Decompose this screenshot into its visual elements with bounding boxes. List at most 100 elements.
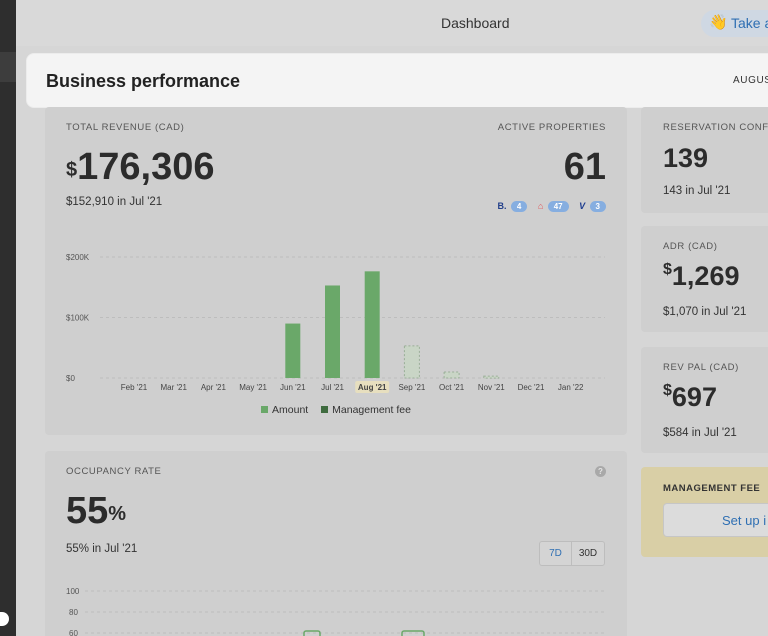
revenue-label: TOTAL REVENUE (CAD) (66, 122, 185, 133)
revpal-previous-suffix: in Jul '21 (691, 427, 737, 439)
occupancy-label: OCCUPANCY RATE (66, 466, 162, 477)
chart-xtick-label: Apr '21 (201, 383, 227, 392)
chart-xtick-label: May '21 (239, 383, 267, 392)
reservations-previous-suffix: in Jul '21 (685, 185, 731, 197)
revenue-value: $176,306 (66, 145, 215, 189)
range-toggle: 7D 30D (539, 541, 605, 566)
section-title: Business performance (46, 71, 241, 91)
setup-management-fee-button[interactable]: Set up i (663, 503, 768, 537)
setup-button-label: Set up i (722, 513, 767, 528)
occupancy-ytick: 80 (69, 608, 78, 617)
revenue-previous-suffix: in Jul '21 (117, 196, 163, 208)
reservations-value: 139 (663, 143, 709, 173)
chart-bar[interactable] (443, 371, 460, 379)
legend-management-fee-label: Management fee (332, 404, 411, 416)
chart-ytick-label: $0 (66, 374, 75, 383)
help-icon[interactable]: ? (595, 466, 606, 477)
tour-button-label: Take a (731, 15, 768, 31)
chart-xtick-label: Feb '21 (121, 383, 148, 392)
revenue-amount: 176,306 (77, 146, 215, 188)
adr-card: ADR (CAD) $1,269 $1,070 in Jul '21 (641, 226, 768, 332)
revpal-amount: 697 (671, 382, 717, 412)
period-selector[interactable]: AUGUS (733, 75, 768, 86)
chart-legend: Amount Management fee (45, 404, 627, 416)
page-title: Dashboard (441, 15, 510, 31)
active-properties-label: ACTIVE PROPERTIES (497, 122, 606, 133)
revpal-previous: $584 in Jul '21 (663, 427, 737, 439)
reservations-label: RESERVATION CONF (663, 122, 768, 133)
reservations-previous-value: 143 (663, 185, 683, 197)
range-30d-button[interactable]: 30D (578, 548, 598, 559)
chart-xtick-label: Aug '21 (358, 383, 387, 392)
occupancy-point (303, 630, 321, 636)
take-a-tour-button[interactable]: 👋 Take a (701, 10, 768, 37)
adr-previous: $1,070 in Jul '21 (663, 306, 746, 318)
revpal-card: REV PAL (CAD) $697 $584 in Jul '21 (641, 347, 768, 453)
occupancy-previous: 55% in Jul '21 (66, 543, 137, 555)
legend-amount[interactable]: Amount (261, 404, 311, 416)
reservations-card: RESERVATION CONF 139 143 in Jul '21 (641, 107, 768, 213)
chart-xtick-label: Nov '21 (478, 383, 505, 392)
revpal-currency: $ (663, 382, 672, 399)
chart-bar[interactable] (325, 285, 340, 378)
occupancy-previous-suffix: in Jul '21 (92, 543, 138, 555)
vrbo-icon: V (579, 201, 586, 211)
chart-bar[interactable] (285, 323, 301, 378)
chart-xtick-label: Jul '21 (321, 383, 344, 392)
top-bar: Dashboard 👋 Take a (16, 0, 768, 46)
chart-highlight-marker (355, 381, 390, 393)
legend-amount-label: Amount (272, 404, 309, 416)
legend-amount-swatch (261, 406, 269, 413)
chart-xtick-label: Dec '21 (518, 383, 545, 392)
occupancy-value: 55% (66, 489, 126, 533)
revpal-value: $697 (663, 382, 717, 413)
active-properties-value: 61 (563, 146, 606, 188)
occupancy-number: 55 (66, 490, 109, 532)
booking-icon: B. (497, 201, 507, 211)
sidebar-active-item[interactable] (0, 52, 16, 82)
chart-bar[interactable] (403, 345, 420, 379)
chart-xtick-label: Oct '21 (439, 383, 465, 392)
occupancy-point (401, 630, 425, 636)
chart-xtick-label: Jan '22 (558, 383, 584, 392)
airbnb-count-badge: 47 (547, 201, 569, 212)
business-performance-header: Business performance AUGUS (26, 53, 768, 108)
revenue-previous-value: $152,910 (66, 196, 114, 208)
occupancy-previous-value: 55% (66, 543, 90, 555)
chart-bar[interactable] (483, 375, 500, 379)
revenue-card: TOTAL REVENUE (CAD) $176,306 $152,910 in… (45, 107, 627, 435)
left-sidebar (0, 0, 16, 636)
adr-label: ADR (CAD) (663, 241, 718, 252)
reservations-previous: 143 in Jul '21 (663, 185, 730, 197)
vrbo-count-badge: 3 (589, 201, 606, 212)
airbnb-icon: ⌂ (537, 201, 544, 211)
chart-xtick-label: Mar '21 (160, 383, 187, 392)
waving-hand-icon: 👋 (709, 14, 728, 31)
revpal-label: REV PAL (CAD) (663, 362, 739, 373)
chart-xtick-label: Jun '21 (280, 383, 306, 392)
occupancy-line-chart: 100 80 60 (66, 587, 605, 636)
chart-ytick-label: $200K (66, 253, 90, 262)
legend-management-fee-swatch (321, 406, 329, 413)
adr-value: $1,269 (663, 261, 739, 292)
revenue-bar-chart: $200K $100K $0 Feb '21 Mar '21 Apr '21 May '21… (66, 253, 605, 393)
revpal-previous-value: $584 (663, 427, 689, 439)
management-fee-label: MANAGEMENT FEE (663, 483, 761, 494)
occupancy-card: OCCUPANCY RATE 55% 55% in Jul '21 100 80… (45, 451, 627, 636)
adr-previous-suffix: in Jul '21 (701, 306, 747, 318)
chart-ytick-label: $100K (66, 314, 90, 323)
chart-bar[interactable] (364, 271, 380, 378)
occupancy-unit: % (108, 503, 127, 525)
occupancy-ytick: 100 (66, 587, 80, 596)
legend-management-fee[interactable]: Management fee (321, 404, 411, 416)
booking-count-badge: 4 (510, 201, 528, 212)
revenue-previous: $152,910 in Jul '21 (66, 196, 162, 208)
sidebar-collapse-handle[interactable] (0, 612, 9, 626)
range-7d-button[interactable]: 7D (540, 542, 572, 565)
channel-badges: B. 4 ⌂ 47 V 3 (491, 196, 606, 214)
chart-xtick-label: Sep '21 (398, 383, 425, 392)
adr-previous-value: $1,070 (663, 306, 699, 318)
management-fee-card: MANAGEMENT FEE Set up i (641, 467, 768, 557)
adr-amount: 1,269 (671, 261, 740, 291)
revenue-currency: $ (66, 159, 78, 181)
